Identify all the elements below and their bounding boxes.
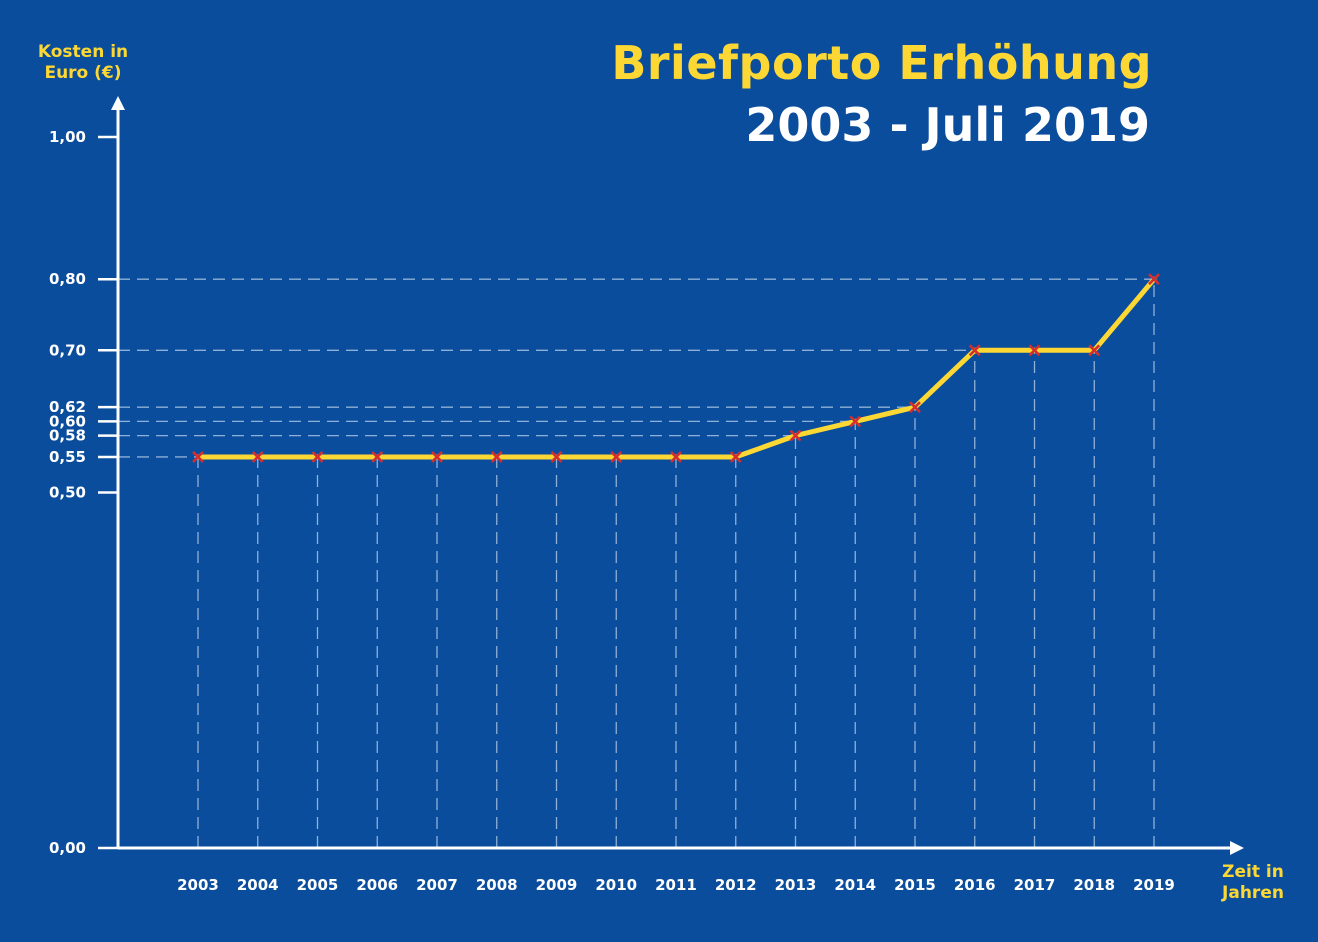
x-axis-arrow <box>1230 841 1244 855</box>
y-tick-label: 0,60 <box>49 412 86 430</box>
x-tick-label: 2019 <box>1133 876 1175 894</box>
data-point-marker <box>968 344 981 357</box>
data-point-marker <box>192 451 204 463</box>
series-line <box>195 276 1157 460</box>
data-point-marker <box>909 401 921 414</box>
x-tick-label: 2007 <box>416 876 458 894</box>
x-tick-label: 2009 <box>536 876 578 894</box>
data-point-marker <box>371 451 384 463</box>
x-tick-label: 2014 <box>834 876 876 894</box>
x-tick-label: 2003 <box>177 876 219 894</box>
data-point-marker <box>251 451 264 463</box>
data-point-marker <box>849 415 862 428</box>
data-point-marker <box>311 451 324 463</box>
x-tick-label: 2015 <box>894 876 936 894</box>
x-tick-label: 2005 <box>297 876 339 894</box>
data-point-marker <box>729 451 742 463</box>
y-tick-label: 0,55 <box>49 448 86 466</box>
y-axis-label: Kosten in Euro (€) <box>37 42 129 83</box>
x-tick-label: 2010 <box>595 876 637 894</box>
x-tick-label: 2012 <box>715 876 757 894</box>
x-axis-label: Zeit in Jahren <box>1222 862 1284 903</box>
y-tick-label: 0,00 <box>49 839 86 857</box>
data-point-marker <box>670 451 682 463</box>
x-tick-label: 2018 <box>1073 876 1115 894</box>
y-tick-label: 1,00 <box>49 128 86 146</box>
y-tick-label: 0,80 <box>49 270 86 288</box>
data-point-marker <box>550 451 563 463</box>
chart-title: Briefporto Erhöhung <box>611 36 1152 90</box>
data-point-marker <box>789 429 802 442</box>
x-tick-label: 2004 <box>237 876 279 894</box>
x-tick-label: 2006 <box>356 876 398 894</box>
x-tick-label: 2011 <box>655 876 697 894</box>
x-tick-label: 2013 <box>775 876 817 894</box>
data-point-marker <box>610 451 623 463</box>
chart-subtitle: 2003 - Juli 2019 <box>745 98 1150 152</box>
data-point-marker <box>490 451 503 463</box>
data-point-marker <box>1028 344 1041 357</box>
x-tick-label: 2008 <box>476 876 518 894</box>
data-point-marker <box>431 451 443 463</box>
x-tick-label: 2016 <box>954 876 996 894</box>
x-tick-label: 2017 <box>1014 876 1056 894</box>
data-point-marker <box>1088 344 1101 357</box>
y-tick-label: 0,62 <box>49 398 86 416</box>
y-axis-arrow <box>111 96 125 110</box>
y-tick-label: 0,70 <box>49 341 86 359</box>
y-tick-label: 0,50 <box>49 484 86 502</box>
y-tick-label: 0,58 <box>49 427 86 445</box>
data-point-marker <box>1148 273 1160 286</box>
